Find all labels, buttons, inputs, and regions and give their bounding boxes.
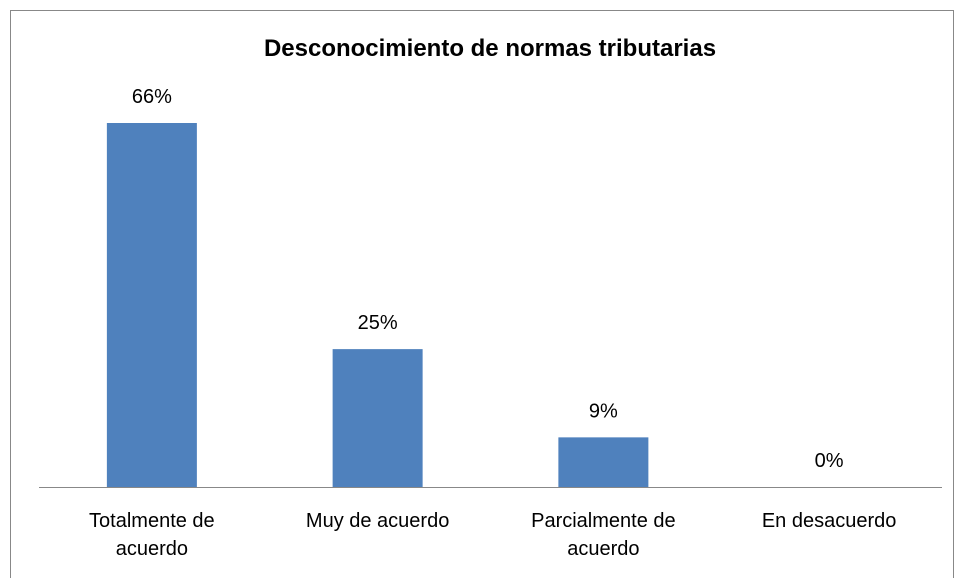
value-label: 0%: [815, 450, 844, 472]
bar: [332, 349, 423, 487]
value-label: 25%: [358, 312, 398, 334]
value-label: 66%: [132, 86, 172, 108]
x-tick-label: Parcialmente de acuerdo: [531, 510, 676, 560]
chart-title: Desconocimiento de normas tributarias: [264, 35, 716, 62]
bar: [106, 123, 197, 487]
value-label: 9%: [589, 400, 618, 422]
bar: [558, 437, 649, 487]
x-tick-label: Totalmente de acuerdo: [89, 510, 215, 560]
x-tick-label: Muy de acuerdo: [305, 510, 450, 532]
x-tick-label: En desacuerdo: [761, 510, 897, 532]
